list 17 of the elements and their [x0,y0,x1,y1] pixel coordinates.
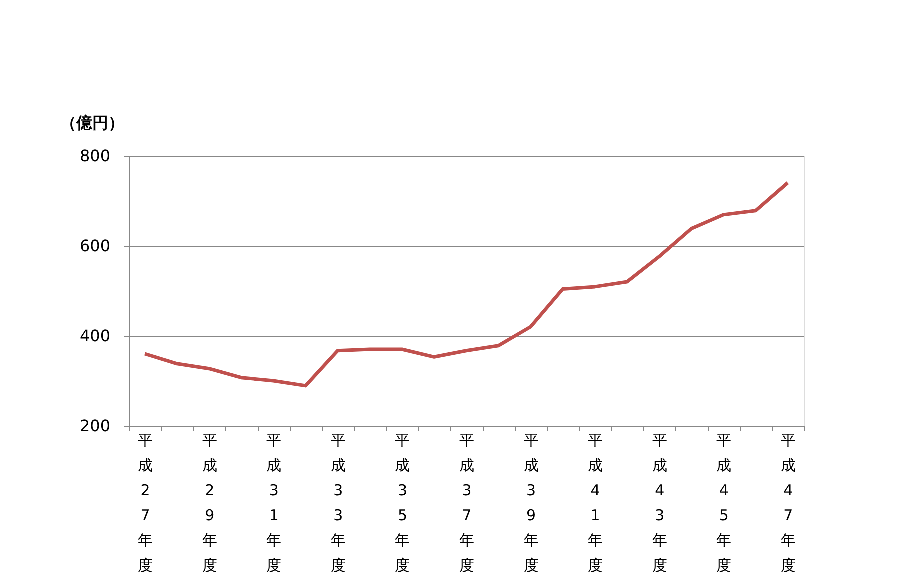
x-tick-label: 平成35年度 [395,432,410,574]
x-tick-label: 平成27年度 [138,432,154,574]
line-series [143,181,790,388]
y-tick-label: 200 [80,416,110,436]
x-tick-label: 平成33年度 [330,432,346,574]
x-tick-label: 平成39年度 [524,432,539,574]
x-tick-label: 平成43年度 [652,432,668,574]
x-tick-label: 平成45年度 [716,432,732,574]
y-tick-label: 600 [80,236,110,256]
x-tick-label: 平成41年度 [588,432,604,574]
y-tick-label: 800 [80,146,110,166]
x-tick-label: 平成37年度 [460,432,474,574]
y-axis-title: （億円） [60,114,124,132]
y-tick-label: 400 [80,326,110,346]
x-tick-label: 平成29年度 [202,432,218,574]
x-tick-label: 平成47年度 [780,432,796,574]
x-tick-label: 平成31年度 [266,432,282,574]
